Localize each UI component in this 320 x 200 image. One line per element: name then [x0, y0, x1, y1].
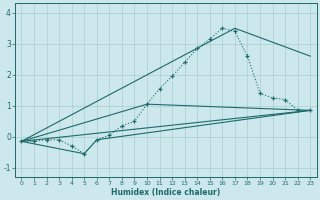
X-axis label: Humidex (Indice chaleur): Humidex (Indice chaleur)	[111, 188, 220, 197]
